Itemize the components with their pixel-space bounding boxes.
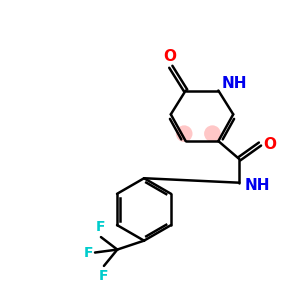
Circle shape bbox=[176, 125, 193, 142]
Text: NH: NH bbox=[244, 178, 270, 193]
Circle shape bbox=[204, 125, 221, 142]
Text: O: O bbox=[163, 49, 176, 64]
Text: F: F bbox=[96, 220, 105, 234]
Text: F: F bbox=[84, 245, 93, 260]
Text: NH: NH bbox=[222, 76, 248, 91]
Text: O: O bbox=[263, 136, 276, 152]
Text: F: F bbox=[99, 269, 108, 283]
